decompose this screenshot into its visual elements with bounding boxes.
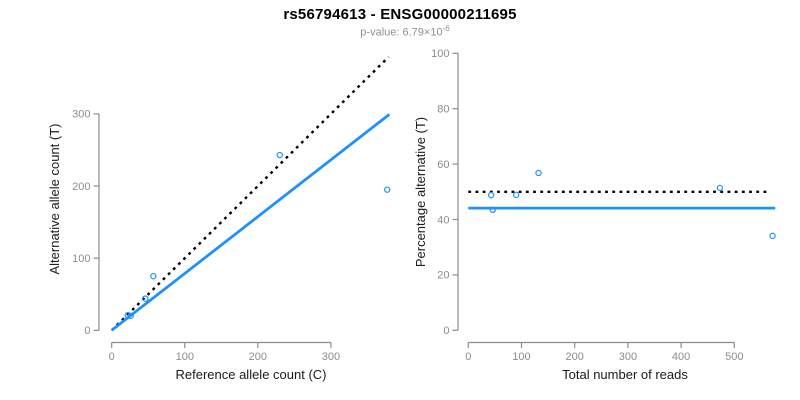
left-data-point bbox=[276, 151, 283, 159]
left-y-tick-label: 100 bbox=[72, 253, 90, 265]
right-x-axis-title: Total number of reads bbox=[562, 367, 688, 382]
left-data-point bbox=[142, 295, 149, 302]
right-y-tick-label: 60 bbox=[437, 159, 449, 171]
right-x-tick-label: 300 bbox=[619, 351, 637, 363]
left-x-axis-title: Reference allele count (C) bbox=[175, 367, 327, 382]
right-x-tick-label: 200 bbox=[566, 351, 584, 363]
left-expected-50-50-identity-line bbox=[110, 56, 390, 332]
p-value-text: p-value: 6.79×10 bbox=[360, 26, 443, 39]
left-data-point bbox=[150, 273, 157, 280]
left-x-tick-label: 100 bbox=[176, 351, 194, 363]
right-data-point bbox=[512, 191, 520, 199]
left-x-tick-label: 300 bbox=[322, 351, 340, 363]
right-data-point bbox=[716, 184, 724, 192]
plot-subtitle: p-value: 6.79×10-6 bbox=[0, 24, 800, 39]
right-x-tick-label: 400 bbox=[672, 351, 690, 363]
left-data-point bbox=[127, 312, 134, 320]
right-y-axis-title: Percentage alternative (T) bbox=[413, 116, 428, 268]
left-x-tick-label: 0 bbox=[109, 351, 115, 363]
right-data-point bbox=[489, 206, 496, 214]
right-data-point bbox=[535, 169, 542, 177]
left-fitted-allelic-ratio-line bbox=[110, 113, 391, 332]
right-x-tick-label: 500 bbox=[725, 351, 743, 363]
plot-title: rs56794613 - ENSG00000211695 bbox=[283, 6, 517, 23]
left-data-point bbox=[383, 186, 391, 193]
p-value-exponent: -6 bbox=[442, 24, 450, 33]
left-y-tick-label: 0 bbox=[84, 325, 90, 337]
left-y-tick-label: 300 bbox=[72, 109, 90, 121]
left-y-axis-title: Alternative allele count (T) bbox=[47, 123, 62, 275]
left-y-tick-label: 200 bbox=[72, 181, 90, 193]
right-y-tick-label: 40 bbox=[437, 214, 449, 226]
right-y-tick-label: 80 bbox=[437, 104, 449, 116]
right-y-tick-label: 20 bbox=[437, 270, 449, 282]
left-x-tick-label: 200 bbox=[249, 351, 267, 363]
right-data-point bbox=[487, 191, 495, 199]
right-y-tick-label: 0 bbox=[443, 325, 449, 337]
left-data-point bbox=[124, 311, 131, 319]
right-data-point bbox=[769, 232, 776, 240]
right-y-tick-label: 100 bbox=[431, 48, 449, 60]
right-x-tick-label: 0 bbox=[465, 351, 471, 363]
right-x-tick-label: 100 bbox=[512, 351, 530, 363]
